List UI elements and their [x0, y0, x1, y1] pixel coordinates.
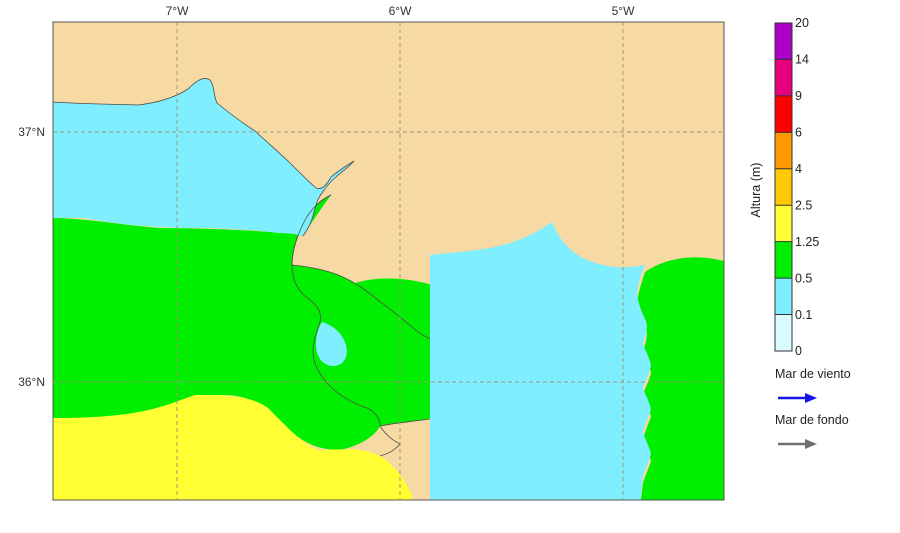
svg-text:4: 4: [795, 162, 802, 176]
svg-text:Altura (m): Altura (m): [749, 163, 763, 218]
svg-text:37°N: 37°N: [18, 125, 45, 139]
svg-text:20: 20: [795, 16, 809, 30]
svg-text:Mar de fondo: Mar de fondo: [775, 413, 849, 427]
svg-text:7°W: 7°W: [166, 4, 189, 18]
svg-text:14: 14: [795, 53, 809, 67]
svg-text:0.1: 0.1: [795, 308, 812, 322]
svg-text:6: 6: [795, 126, 802, 140]
svg-text:0: 0: [795, 344, 802, 358]
svg-text:6°W: 6°W: [389, 4, 412, 18]
svg-text:36°N: 36°N: [18, 375, 45, 389]
svg-text:9: 9: [795, 89, 802, 103]
svg-text:1.25: 1.25: [795, 235, 819, 249]
svg-text:0.5: 0.5: [795, 272, 812, 286]
svg-text:Mar de viento: Mar de viento: [775, 367, 851, 381]
svg-text:5°W: 5°W: [612, 4, 635, 18]
svg-text:2.5: 2.5: [795, 199, 812, 213]
